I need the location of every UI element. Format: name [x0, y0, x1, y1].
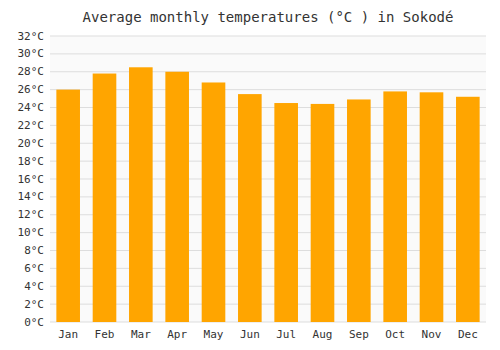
- y-tick-label: 2°C: [24, 298, 44, 311]
- x-tick-label: Mar: [131, 328, 151, 341]
- y-tick-label: 30°C: [18, 47, 45, 60]
- x-axis: Jan Feb Mar Apr May Jun Jul Aug Sep Oct Nov Dec: [58, 328, 478, 341]
- bar: [420, 92, 444, 322]
- grid-line: [50, 36, 486, 37]
- y-tick-label: 26°C: [18, 83, 45, 96]
- y-tick-label: 18°C: [18, 155, 45, 168]
- y-tick-label: 10°C: [18, 226, 45, 239]
- grid-line: [50, 53, 486, 54]
- y-tick-label: 22°C: [18, 119, 45, 132]
- bar: [202, 82, 226, 322]
- x-tick-label: Jan: [58, 328, 78, 341]
- chart-svg: 0°C 2°C 4°C 6°C 8°C 10°C 12°C 14°C 16°C 18°C 20°C 2…: [0, 0, 500, 350]
- bar: [56, 90, 80, 322]
- bars: [56, 67, 479, 322]
- bar: [347, 99, 371, 322]
- y-tick-label: 28°C: [18, 65, 45, 78]
- y-tick-label: 4°C: [24, 280, 44, 293]
- x-tick-label: May: [204, 328, 224, 341]
- y-grid: [50, 36, 486, 322]
- bar: [311, 104, 335, 322]
- x-tick-label: Jul: [276, 328, 296, 341]
- x-tick-label: Feb: [95, 328, 115, 341]
- y-tick-label: 24°C: [18, 101, 45, 114]
- y-tick-label: 12°C: [18, 208, 45, 221]
- x-tick-label: Aug: [313, 328, 333, 341]
- x-tick-label: Nov: [422, 328, 442, 341]
- bar: [129, 67, 153, 322]
- bar: [165, 72, 189, 322]
- bar: [274, 103, 298, 322]
- plot-area: [50, 36, 486, 322]
- bar: [238, 94, 262, 322]
- x-tick-label: Oct: [385, 328, 405, 341]
- y-tick-label: 6°C: [24, 262, 44, 275]
- x-tick-label: Dec: [458, 328, 478, 341]
- title: Average monthly temperatures (°C ) in So…: [83, 9, 454, 25]
- x-tick-label: Jun: [240, 328, 260, 341]
- x-tick-label: Sep: [349, 328, 369, 341]
- y-tick-label: 14°C: [18, 190, 45, 203]
- y-tick-label: 0°C: [24, 316, 44, 329]
- y-tick-label: 32°C: [18, 30, 45, 43]
- y-tick-label: 20°C: [18, 137, 45, 150]
- chart-root: 0°C 2°C 4°C 6°C 8°C 10°C 12°C 14°C 16°C 18°C 20°C 2…: [0, 0, 500, 350]
- bar: [383, 91, 407, 322]
- x-tick-label: Apr: [167, 328, 187, 341]
- grid-line: [50, 71, 486, 72]
- bar: [456, 97, 480, 322]
- bar: [93, 74, 117, 322]
- y-tick-label: 16°C: [18, 173, 45, 186]
- y-axis: 0°C 2°C 4°C 6°C 8°C 10°C 12°C 14°C 16°C 18°C 20°C 2…: [18, 30, 45, 329]
- y-tick-label: 8°C: [24, 244, 44, 257]
